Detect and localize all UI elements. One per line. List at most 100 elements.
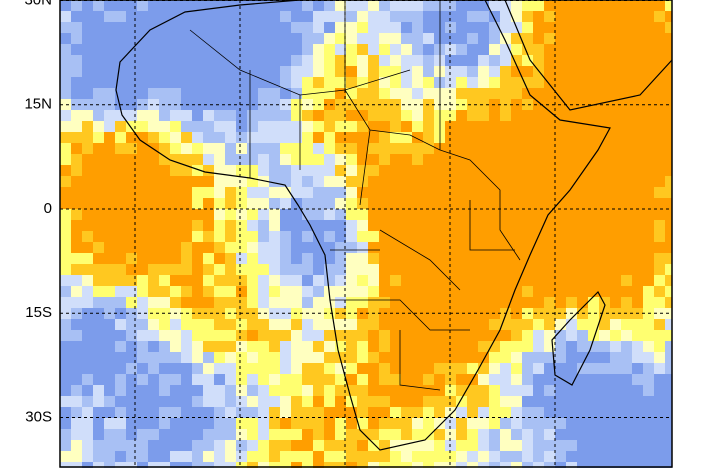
field-cell	[258, 264, 269, 275]
field-cell	[115, 253, 126, 264]
field-cell	[456, 253, 467, 264]
field-cell	[423, 363, 434, 374]
field-cell	[401, 374, 412, 385]
field-cell	[302, 88, 313, 99]
field-cell	[225, 176, 236, 187]
field-cell	[434, 132, 445, 143]
field-cell	[357, 143, 368, 154]
field-cell	[654, 385, 665, 396]
field-cell	[60, 11, 71, 22]
field-cell	[280, 132, 291, 143]
field-cell	[137, 209, 148, 220]
field-cell	[588, 330, 599, 341]
field-cell	[225, 451, 236, 462]
field-cell	[181, 462, 192, 468]
field-cell	[500, 187, 511, 198]
field-cell	[511, 451, 522, 462]
field-cell	[390, 110, 401, 121]
field-cell	[588, 451, 599, 462]
field-cell	[126, 110, 137, 121]
field-cell	[632, 11, 643, 22]
field-cell	[445, 88, 456, 99]
field-cell	[60, 99, 71, 110]
field-cell	[291, 352, 302, 363]
field-cell	[192, 99, 203, 110]
field-cell	[302, 286, 313, 297]
field-cell	[126, 286, 137, 297]
field-cell	[632, 407, 643, 418]
field-cell	[170, 121, 181, 132]
field-cell	[522, 264, 533, 275]
field-cell	[368, 374, 379, 385]
field-cell	[82, 429, 93, 440]
field-cell	[214, 0, 225, 11]
field-cell	[148, 308, 159, 319]
field-cell	[412, 363, 423, 374]
field-cell	[610, 451, 621, 462]
field-cell	[82, 385, 93, 396]
field-cell	[291, 121, 302, 132]
field-cell	[181, 264, 192, 275]
field-cell	[390, 297, 401, 308]
field-cell	[489, 429, 500, 440]
field-cell	[258, 418, 269, 429]
field-cell	[71, 308, 82, 319]
field-cell	[104, 319, 115, 330]
field-cell	[544, 88, 555, 99]
field-cell	[577, 165, 588, 176]
field-cell	[236, 451, 247, 462]
field-cell	[335, 154, 346, 165]
field-cell	[533, 396, 544, 407]
field-cell	[236, 33, 247, 44]
field-cell	[324, 275, 335, 286]
field-cell	[181, 209, 192, 220]
field-cell	[302, 341, 313, 352]
field-cell	[555, 22, 566, 33]
field-cell	[137, 143, 148, 154]
field-cell	[522, 66, 533, 77]
field-cell	[368, 187, 379, 198]
field-cell	[533, 121, 544, 132]
field-cell	[324, 88, 335, 99]
field-cell	[269, 121, 280, 132]
field-cell	[302, 462, 313, 468]
field-cell	[456, 44, 467, 55]
field-cell	[621, 253, 632, 264]
field-cell	[566, 341, 577, 352]
field-cell	[478, 242, 489, 253]
field-cell	[467, 143, 478, 154]
field-cell	[346, 330, 357, 341]
field-cell	[423, 418, 434, 429]
field-cell	[181, 33, 192, 44]
field-cell	[258, 297, 269, 308]
field-cell	[665, 165, 672, 176]
field-cell	[159, 330, 170, 341]
field-cell	[522, 407, 533, 418]
field-cell	[302, 187, 313, 198]
field-cell	[632, 352, 643, 363]
field-cell	[368, 418, 379, 429]
field-cell	[346, 242, 357, 253]
field-cell	[346, 308, 357, 319]
field-cell	[280, 451, 291, 462]
field-cell	[104, 209, 115, 220]
field-cell	[291, 0, 302, 11]
field-cell	[665, 418, 672, 429]
field-cell	[280, 253, 291, 264]
field-cell	[478, 121, 489, 132]
field-cell	[434, 88, 445, 99]
field-cell	[401, 143, 412, 154]
field-cell	[115, 396, 126, 407]
field-cell	[357, 297, 368, 308]
field-cell	[599, 462, 610, 468]
field-cell	[500, 407, 511, 418]
field-cell	[599, 22, 610, 33]
field-cell	[93, 165, 104, 176]
field-cell	[93, 440, 104, 451]
field-cell	[423, 407, 434, 418]
field-cell	[159, 88, 170, 99]
field-cell	[654, 319, 665, 330]
field-cell	[390, 11, 401, 22]
field-cell	[368, 286, 379, 297]
field-cell	[379, 286, 390, 297]
